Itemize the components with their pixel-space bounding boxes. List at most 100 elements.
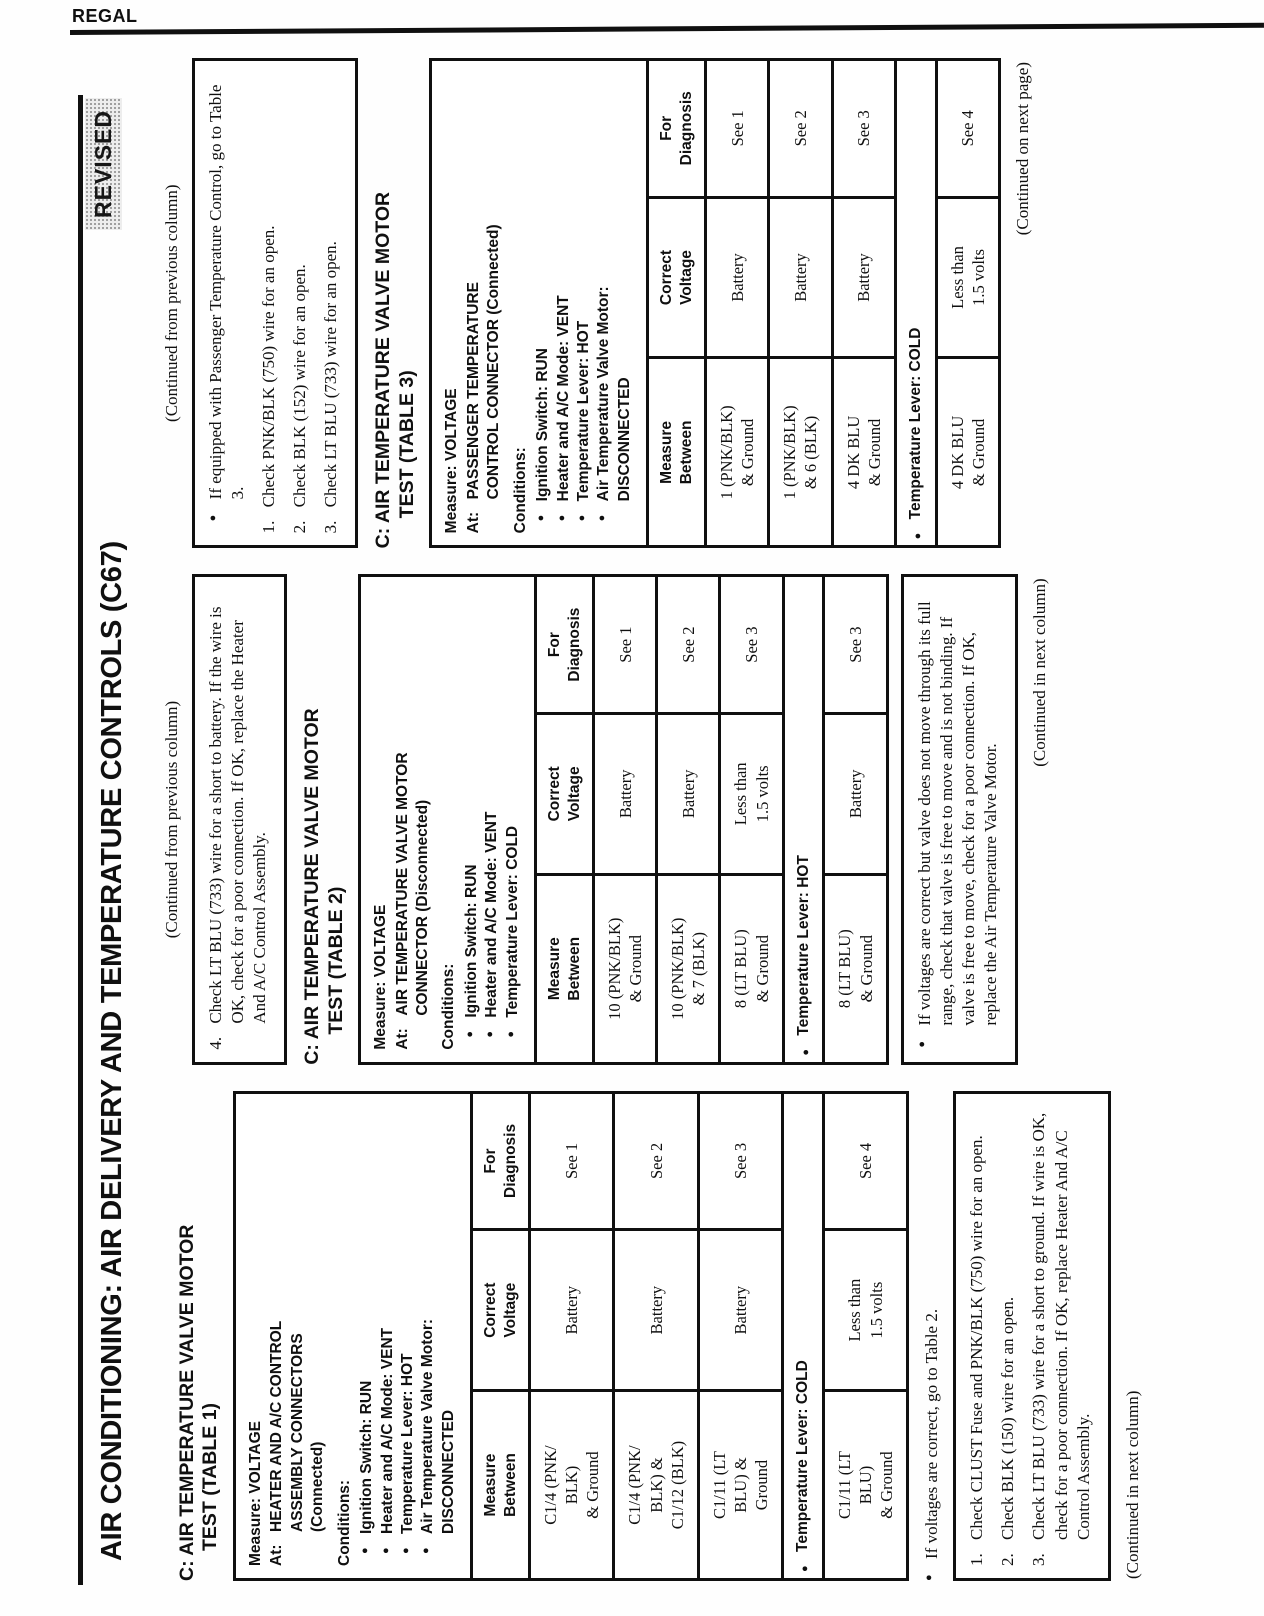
continued-note: (Continued in next column): [1030, 578, 1050, 767]
at-label: At:: [464, 511, 482, 534]
conditions-list: ● Ignition Switch: RUN ● Heater and A/C Mo…: [357, 1106, 459, 1566]
table-header-cell: For Diagnosis: [535, 575, 594, 714]
step-number: 1.: [259, 520, 279, 534]
step-number: 1.: [967, 1553, 987, 1566]
condition-text: Ignition Switch: RUN: [358, 1380, 376, 1534]
conditions-label: Conditions:: [511, 447, 529, 534]
table-row: C1/11 (LT BLU) & Ground Battery See 3: [698, 1092, 783, 1580]
bullet-icon: ●: [915, 1041, 928, 1048]
heading-line1: C: AIR TEMPERATURE VALVE MOTOR: [301, 708, 324, 1065]
conditions-label: Conditions:: [440, 963, 458, 1050]
table-cell: Battery: [832, 197, 896, 358]
bullet-icon: ●: [535, 514, 548, 522]
bullet-icon: ●: [575, 514, 588, 522]
step-text: Check PNK/BLK (750) wire for an open.: [259, 225, 279, 508]
table-cell: 4 DK BLU & Ground: [832, 357, 896, 547]
condition-text: Air Temperature Valve Motor: DISCONNECTE…: [419, 1318, 457, 1534]
at-line: At: AIR TEMPERATURE VALVE MOTOR CONNECTO…: [393, 589, 434, 1049]
table-cell: See 1: [529, 1092, 614, 1230]
table-cell: Less than 1.5 volts: [823, 1229, 908, 1391]
brand-header: REGAL: [72, 6, 138, 26]
condition-item: ● Heater and A/C Mode: VENT: [554, 73, 574, 521]
condition-text: Ignition Switch: RUN: [534, 348, 552, 502]
condition-item: ● Air Temperature Valve Motor: DISCONNECT…: [418, 1106, 459, 1554]
at-line: At: PASSENGER TEMPERATURE CONTROL CONNEC…: [464, 73, 505, 533]
step-number: 2.: [998, 1553, 1018, 1566]
table-cell: Less than 1.5 volts: [719, 713, 784, 875]
table-cell: C1/11 (LT BLU) & Ground: [698, 1390, 783, 1580]
condition-text: Heater and A/C Mode: VENT: [378, 1327, 396, 1534]
table-cell: Less than 1.5 volts: [936, 197, 1000, 358]
condition-item: ● Temperature Lever: COLD: [503, 589, 523, 1038]
continued-steps-box: ● If equipped with Passenger Temperature…: [192, 58, 359, 549]
table-cell: Battery: [593, 713, 657, 875]
conditions-label: Conditions:: [335, 1479, 353, 1566]
condition-item: ● Ignition Switch: RUN: [533, 73, 553, 521]
table2: Measure Between Correct Voltage For Diag…: [534, 574, 889, 1065]
table-cell: 8 (LT BLU) & Ground: [823, 874, 888, 1064]
condition-text: Heater and A/C Mode: VENT: [483, 811, 501, 1018]
table-cell: 10 (PNK/BLK) & 7 (BLK): [656, 874, 720, 1064]
table-cell: C1/11 (LT BLU) & Ground: [823, 1390, 908, 1580]
table-cell: Battery: [529, 1229, 614, 1391]
condition-item: ● Temperature Lever: HOT: [398, 1106, 418, 1554]
table-cell: 10 (PNK/BLK) & Ground: [593, 874, 657, 1064]
table-span-row: ● Temperature Lever: COLD: [782, 1092, 824, 1580]
continued-from-note: (Continued from previous column): [162, 700, 181, 939]
note-item: ● If equipped with Passenger Temperature…: [205, 73, 249, 533]
table-header-cell: For Diagnosis: [471, 1092, 530, 1230]
table-cell: See 4: [936, 59, 1000, 198]
condition-item: ● Heater and A/C Mode: VENT: [482, 589, 502, 1038]
bullet-icon: ●: [463, 1031, 476, 1038]
note-text: If voltages are correct, go to Table 2.: [922, 1308, 942, 1559]
condition-text: Ignition Switch: RUN: [462, 864, 480, 1018]
measure-line: Measure: VOLTAGE: [443, 388, 461, 534]
span-text: Temperature Lever: HOT: [794, 855, 812, 1036]
heading-line2: TEST (TABLE 2): [324, 886, 347, 1035]
bullet-icon: ●: [379, 1547, 392, 1554]
table-header-cell: Correct Voltage: [535, 713, 594, 875]
table2-conditions-box: Measure: VOLTAGE At: AIR TEMPERATURE VAL…: [358, 574, 538, 1065]
diagnosis-step: 1. Check CLUST Fuse and PNK/BLK (750) wir…: [966, 1106, 988, 1566]
step-text: Check CLUST Fuse and PNK/BLK (750) wire …: [967, 1135, 987, 1540]
step-number: 4.: [206, 1036, 225, 1050]
table-cell: See 2: [656, 575, 720, 714]
header-rule: [69, 22, 1264, 35]
table-cell: See 1: [593, 575, 657, 714]
table-row: 8 (LT BLU) & Ground Less than 1.5 volts …: [719, 575, 784, 1064]
table-cell: Battery: [823, 713, 888, 875]
continued-note: (Continued in next column): [1122, 1390, 1142, 1579]
table-header-cell: For Diagnosis: [647, 59, 706, 198]
heading-line2: TEST (TABLE 1): [199, 1402, 222, 1551]
step-number: 2.: [290, 520, 310, 534]
table-cell: See 3: [823, 575, 888, 714]
measure-line: Measure: VOLTAGE: [372, 904, 390, 1050]
rotated-sheet: REVISED AIR CONDITIONING: AIR DELIVERY A…: [70, 42, 1240, 1597]
bullet-icon: ●: [555, 514, 568, 522]
table-row: 4 DK BLU & Ground Battery See 3: [832, 59, 896, 547]
continued-from-note: (Continued from previous column): [162, 184, 181, 422]
bullet-icon: ●: [911, 532, 924, 540]
table-cell: Battery: [698, 1229, 783, 1391]
bullet-icon: ●: [799, 1049, 812, 1056]
table3: Measure Between Correct Voltage For Diag…: [646, 58, 1001, 549]
diagnosis-step: 2. Check BLK (150) wire for an open.: [997, 1106, 1019, 1566]
table-span-row: ● Temperature Lever: HOT: [783, 575, 824, 1064]
table-cell: See 3: [698, 1092, 783, 1230]
table-cell: C1/4 (PNK/ BLK) & Ground: [529, 1390, 614, 1580]
table1-conditions-box: Measure: VOLTAGE At: HEATER AND A/C CONT…: [232, 1090, 474, 1581]
diagnosis-step: 1. Check PNK/BLK (750) wire for an open.: [258, 73, 280, 533]
table-cell: See 4: [823, 1092, 908, 1230]
step-text: Check BLK (150) wire for an open.: [998, 1296, 1018, 1540]
at-label: At:: [268, 1544, 286, 1566]
table-header-row: Measure Between Correct Voltage For Diag…: [471, 1092, 530, 1580]
heading-line1: C: AIR TEMPERATURE VALVE MOTOR: [176, 1224, 198, 1581]
table1-heading: C: AIR TEMPERATURE VALVE MOTOR TEST (TAB…: [176, 1091, 223, 1581]
table-cell: See 3: [832, 59, 896, 198]
bullet-icon: ●: [484, 1031, 497, 1038]
column-table3: (Continued from previous column) ● If eq…: [162, 58, 1143, 549]
step-number: 3.: [1029, 1553, 1049, 1566]
table-header-row: Measure Between Correct Voltage For Diag…: [535, 575, 594, 1064]
table-cell: See 2: [613, 1092, 699, 1230]
table-cell: See 1: [705, 59, 769, 198]
